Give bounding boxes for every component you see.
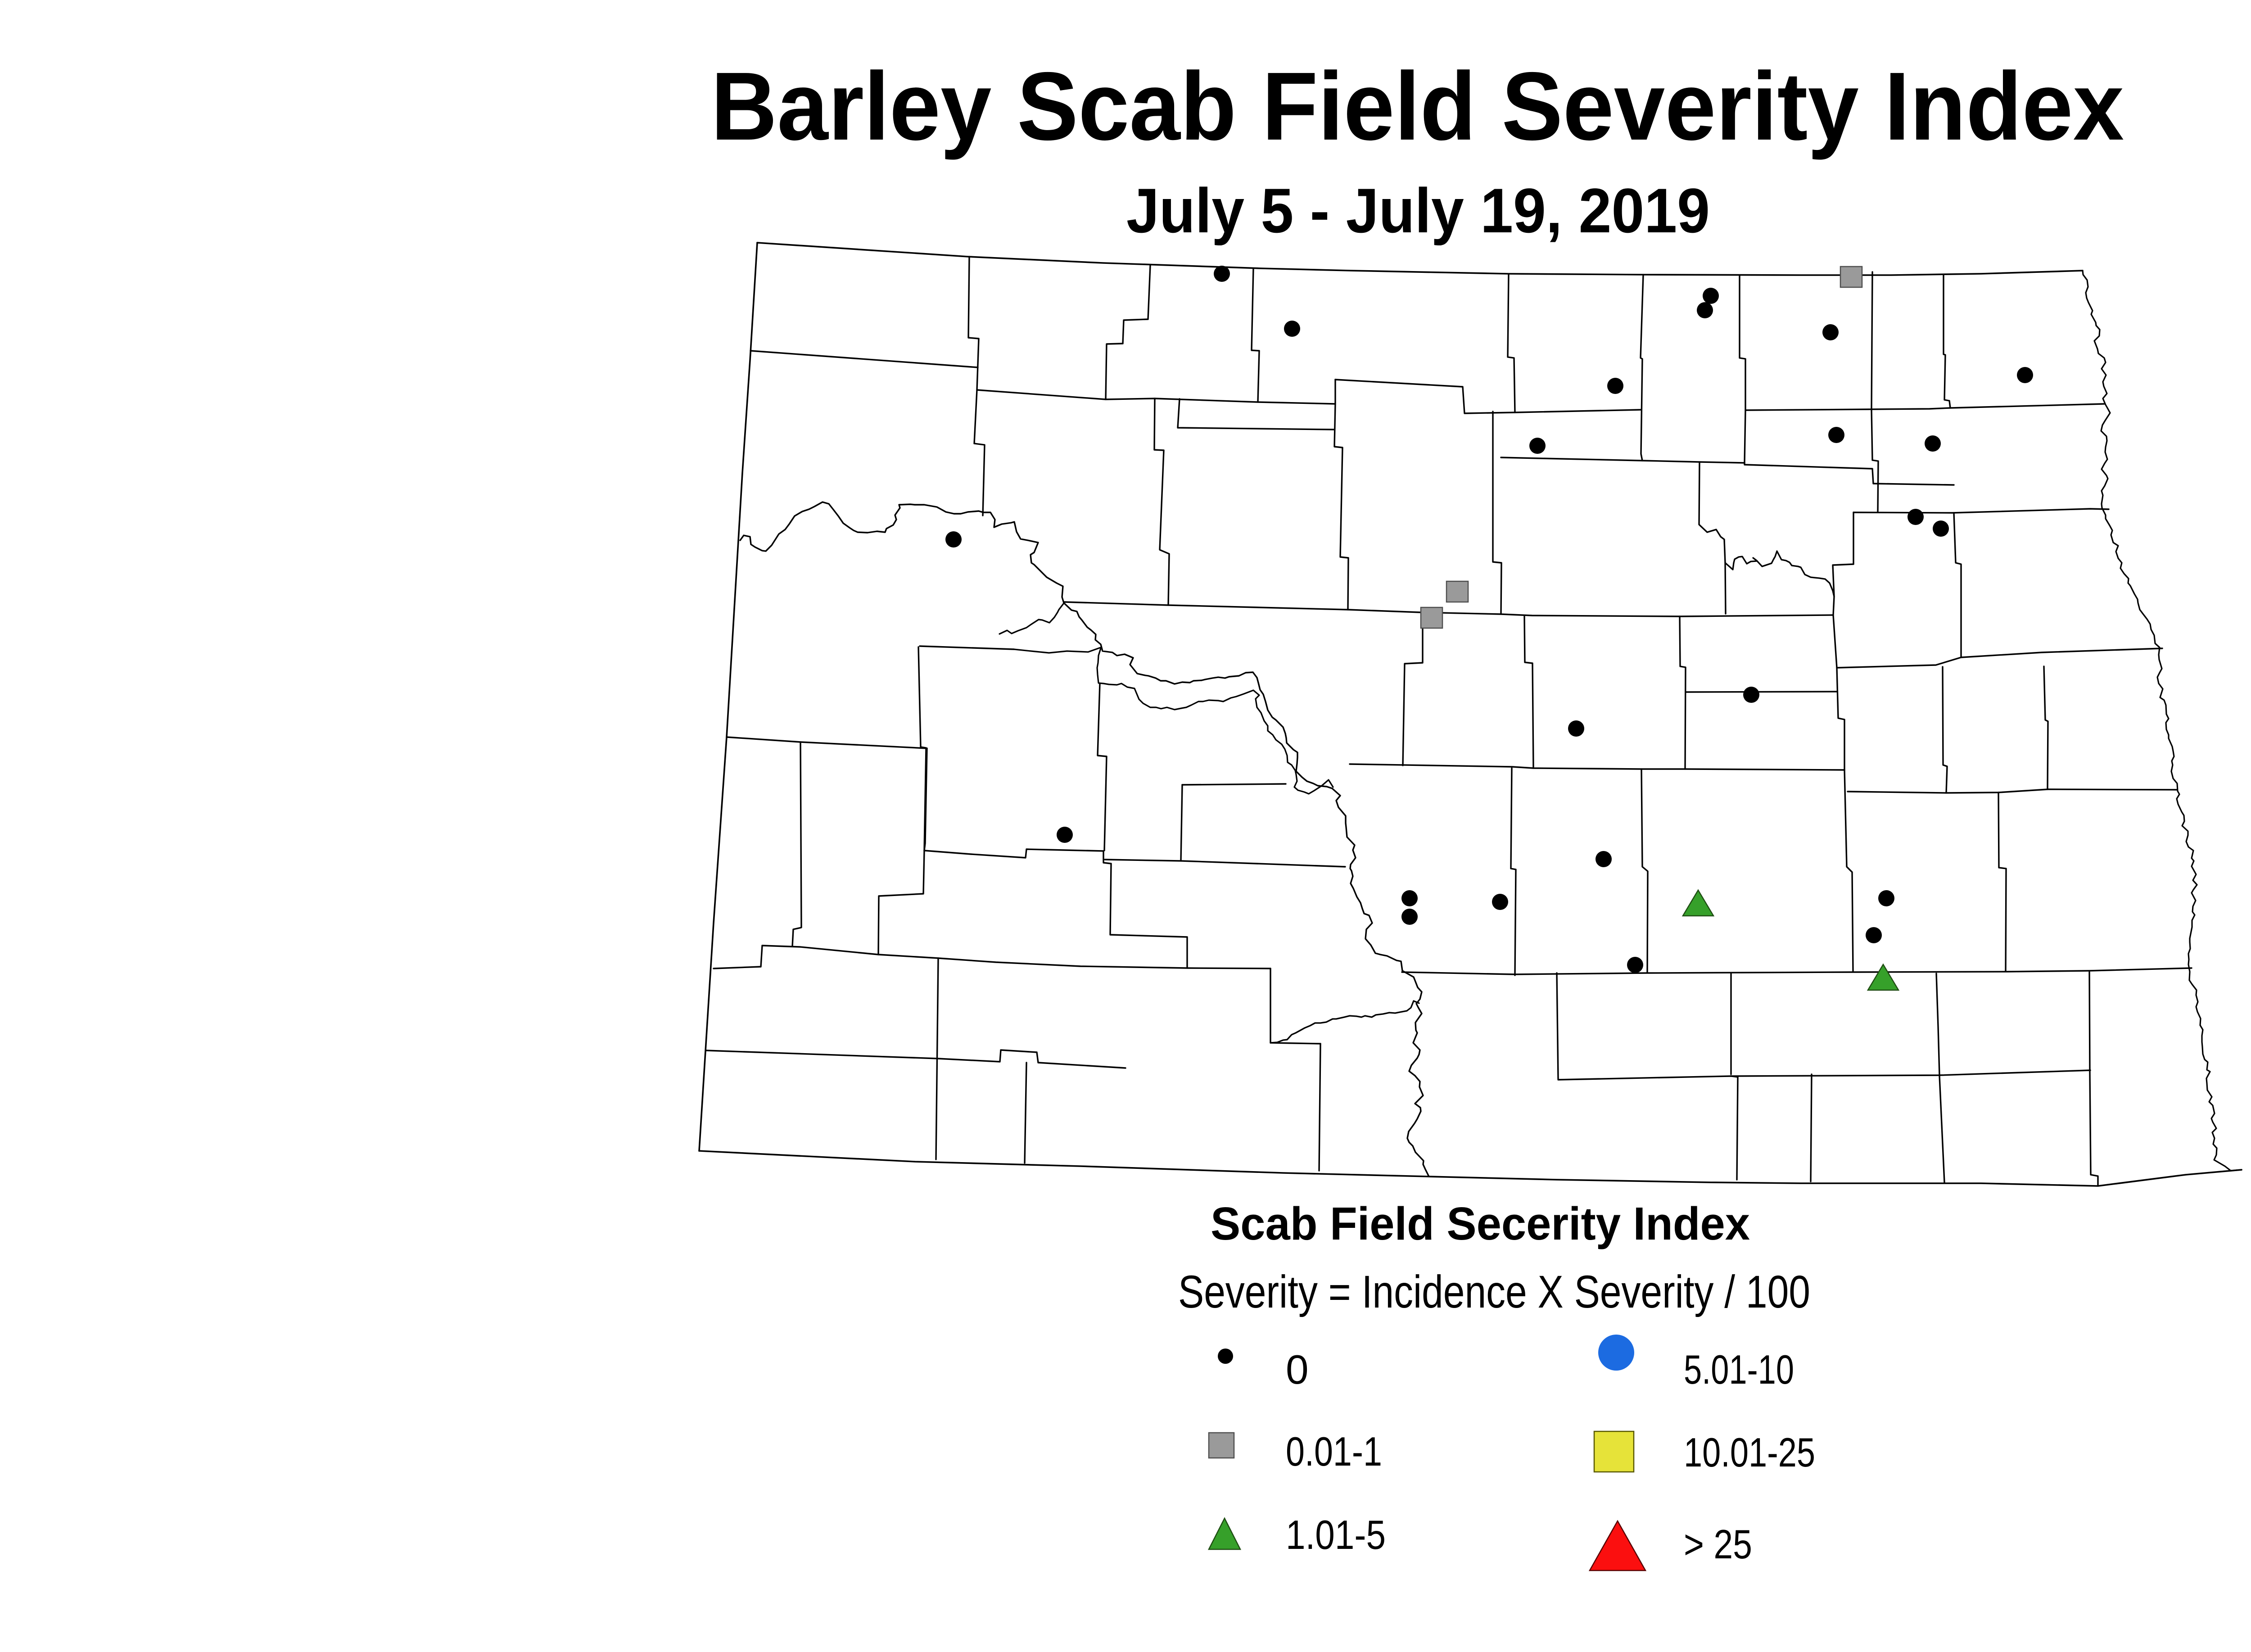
svg-text:> 25: > 25: [1684, 1522, 1752, 1567]
svg-text:1.01-5: 1.01-5: [1286, 1512, 1386, 1558]
svg-text:July 5 - July 19, 2019: July 5 - July 19, 2019: [1126, 175, 1710, 246]
svg-text:5.01-10: 5.01-10: [1684, 1347, 1794, 1393]
svg-text:Severity = Incidence X Severit: Severity = Incidence X Severity / 100: [1178, 1266, 1810, 1317]
svg-text:10.01-25: 10.01-25: [1684, 1430, 1815, 1475]
svg-text:0: 0: [1286, 1347, 1309, 1393]
svg-text:Barley Scab Field Severity Ind: Barley Scab Field Severity Index: [711, 52, 2124, 160]
svg-text:0.01-1: 0.01-1: [1286, 1429, 1382, 1475]
svg-text:Scab Field Secerity Index: Scab Field Secerity Index: [1211, 1198, 1750, 1249]
